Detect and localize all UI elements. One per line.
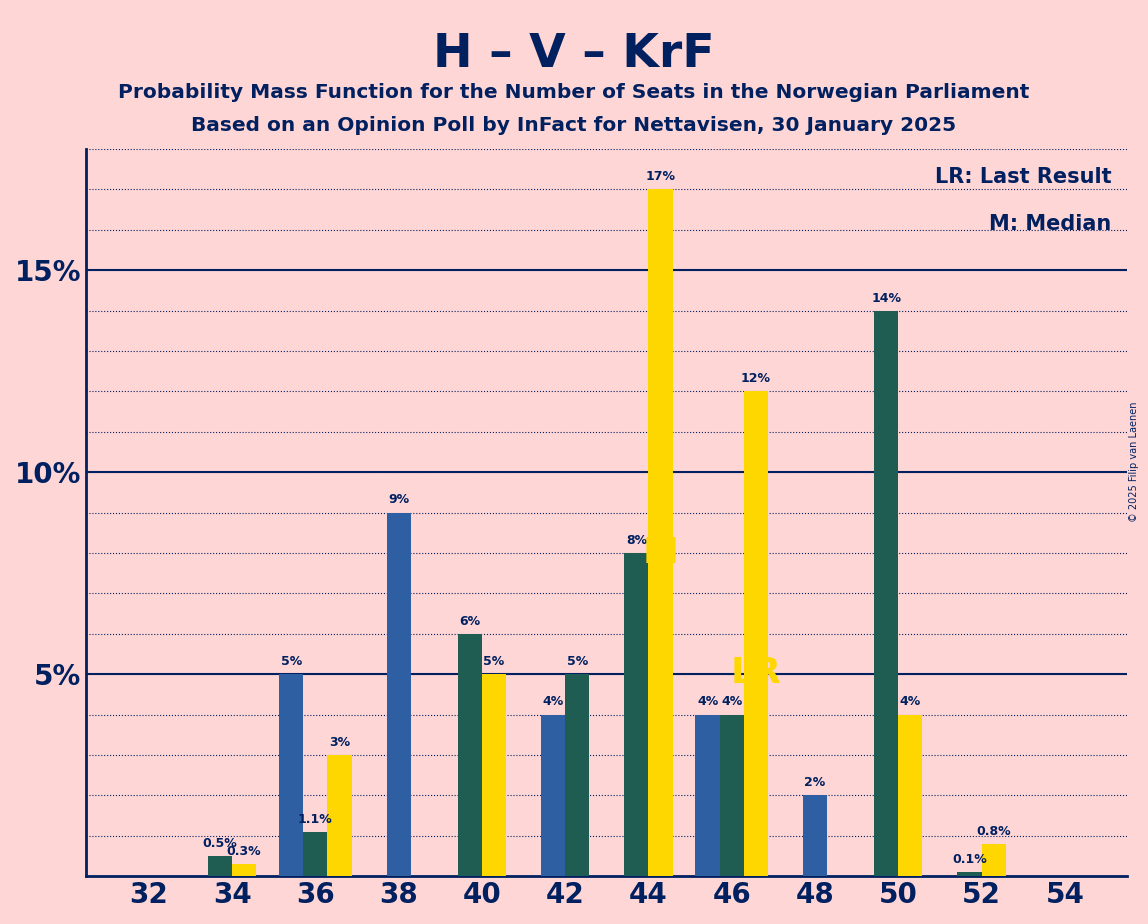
Bar (802, 796, 827, 876)
Text: M: M (643, 536, 678, 570)
Bar (303, 832, 327, 876)
Text: 12%: 12% (740, 372, 770, 385)
Text: 0.1%: 0.1% (952, 853, 987, 866)
Text: 9%: 9% (388, 493, 409, 506)
Bar (327, 755, 351, 876)
Bar (957, 872, 982, 876)
Bar (649, 189, 673, 876)
Bar (696, 714, 720, 876)
Bar (874, 310, 898, 876)
Bar (720, 714, 744, 876)
Bar (387, 513, 411, 876)
Text: 4%: 4% (721, 696, 743, 709)
Text: 6%: 6% (459, 614, 480, 627)
Bar (541, 714, 565, 876)
Bar (458, 634, 482, 876)
Bar (232, 864, 256, 876)
Bar (482, 675, 506, 876)
Text: LR: Last Result: LR: Last Result (934, 167, 1111, 188)
Text: 17%: 17% (645, 170, 675, 183)
Bar (565, 675, 589, 876)
Text: © 2025 Filip van Laenen: © 2025 Filip van Laenen (1128, 402, 1139, 522)
Bar (208, 856, 232, 876)
Text: 4%: 4% (543, 696, 564, 709)
Text: 0.8%: 0.8% (976, 825, 1011, 838)
Text: 8%: 8% (626, 534, 647, 547)
Text: 14%: 14% (871, 291, 901, 305)
Text: 2%: 2% (805, 776, 825, 789)
Bar (279, 675, 303, 876)
Text: Probability Mass Function for the Number of Seats in the Norwegian Parliament: Probability Mass Function for the Number… (118, 83, 1030, 103)
Text: LR: LR (730, 655, 782, 689)
Text: 4%: 4% (900, 696, 921, 709)
Text: 0.5%: 0.5% (203, 837, 238, 850)
Text: 5%: 5% (567, 655, 588, 668)
Bar (625, 553, 649, 876)
Bar (744, 392, 768, 876)
Text: 4%: 4% (697, 696, 719, 709)
Text: 1.1%: 1.1% (298, 812, 333, 826)
Text: 3%: 3% (329, 736, 350, 748)
Text: M: Median: M: Median (990, 214, 1111, 235)
Text: 0.3%: 0.3% (227, 845, 262, 858)
Bar (898, 714, 922, 876)
Text: Based on an Opinion Poll by InFact for Nettavisen, 30 January 2025: Based on an Opinion Poll by InFact for N… (192, 116, 956, 136)
Bar (982, 844, 1006, 876)
Text: 5%: 5% (483, 655, 505, 668)
Text: H – V – KrF: H – V – KrF (433, 32, 715, 78)
Text: 5%: 5% (280, 655, 302, 668)
